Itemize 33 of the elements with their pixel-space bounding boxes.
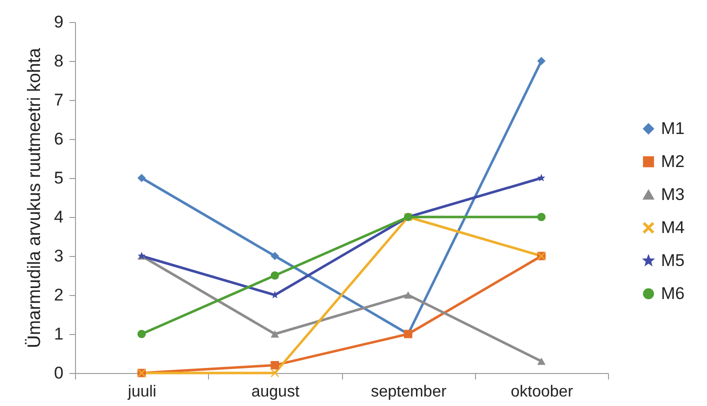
x-tick-label: september [370, 384, 448, 400]
y-tick-label: 3 [54, 246, 64, 266]
point [537, 174, 546, 182]
point [270, 330, 280, 338]
point [404, 291, 412, 299]
point [137, 330, 146, 338]
y-tick-label: 9 [54, 12, 64, 32]
point [270, 271, 280, 280]
point [270, 252, 280, 260]
point [537, 56, 546, 66]
y-tick-label: 6 [54, 130, 64, 148]
y-tick-label: 8 [54, 52, 64, 70]
point [270, 368, 280, 378]
point [537, 358, 546, 365]
y-tick-label: 5 [54, 168, 64, 188]
point [537, 212, 546, 222]
legend-label: M2 [661, 152, 685, 171]
legend-label: M5 [661, 250, 685, 270]
legend-label: M4 [661, 218, 685, 237]
y-tick-label: 0 [54, 364, 64, 382]
legend-label: M6 [661, 284, 685, 303]
x-tick-label: juuli [126, 384, 156, 400]
point [270, 361, 280, 370]
point [137, 174, 146, 182]
y-axis-title: Ümarmudila arvukus ruutmeetri kohta [24, 46, 44, 348]
y-tick-label: 7 [54, 90, 64, 110]
y-tick-label: 2 [54, 286, 64, 304]
x-tick-label: august [251, 384, 300, 400]
legend-label: M3 [661, 184, 685, 204]
x-tick-label: oktoober [510, 384, 574, 400]
legend-label: M1 [661, 118, 685, 138]
y-tick-label: 4 [54, 208, 64, 226]
y-tick-label: 1 [54, 324, 64, 344]
